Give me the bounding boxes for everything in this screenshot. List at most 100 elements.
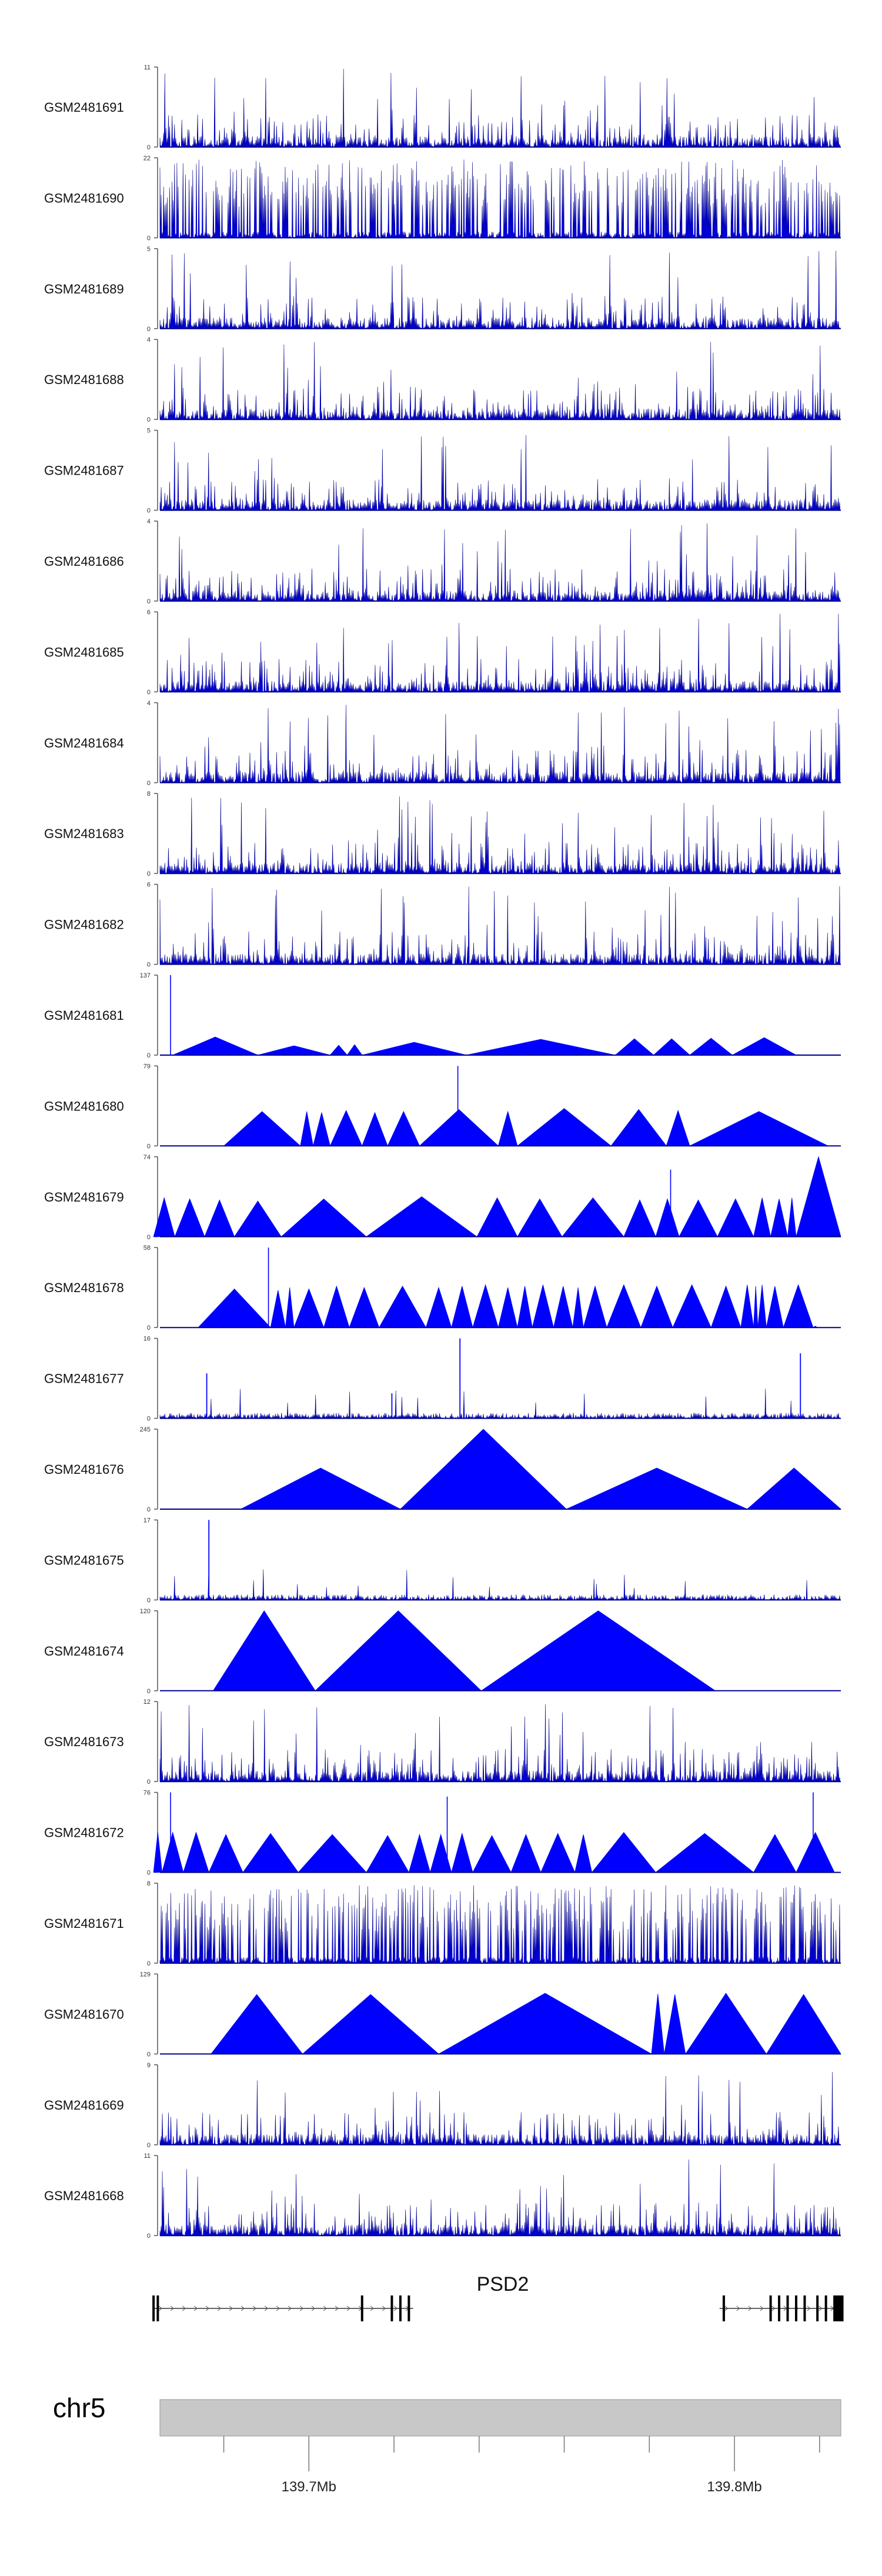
peak-6: [298, 1834, 367, 1873]
peak-3: [480, 1610, 716, 1691]
y-tick-label-min: 0: [147, 1143, 151, 1150]
peak-4: [651, 1994, 665, 2054]
transcript-1: [152, 2295, 413, 2321]
track-gsm2481673: GSM2481673 12 0: [44, 1699, 841, 1786]
track-gsm2481670: GSM2481670 129 0: [44, 1971, 841, 2058]
exon-2: [156, 2295, 159, 2321]
signal-area: [159, 886, 841, 965]
exon-3: [360, 2295, 363, 2321]
track-gsm2481676: GSM2481676 245 0: [44, 1426, 842, 1513]
y-tick-label-min: 0: [147, 1506, 151, 1513]
strand-arrow: [240, 2305, 245, 2311]
peak-2: [174, 1198, 205, 1237]
y-tick-label-min: 0: [147, 689, 151, 696]
peak-13: [717, 1198, 754, 1237]
peak-11: [655, 1198, 680, 1237]
peak-21: [740, 1284, 754, 1328]
y-tick-label-max: 11: [144, 2153, 151, 2160]
peak-3: [204, 1199, 235, 1237]
peak-6: [365, 1196, 478, 1237]
track-gsm2481689: GSM2481689 5 0: [44, 246, 841, 333]
strand-arrow: [771, 2305, 776, 2311]
peak-6: [349, 1287, 380, 1328]
peak-12: [517, 1286, 533, 1328]
exon-3: [778, 2295, 781, 2321]
peak-7: [366, 1835, 410, 1873]
peak-13: [532, 1284, 554, 1328]
chromosome-label: chr5: [53, 2393, 105, 2423]
peak-14: [553, 1286, 573, 1328]
strand-arrow: [158, 2305, 162, 2311]
track-label: GSM2481681: [44, 1008, 124, 1023]
exon-7: [816, 2295, 819, 2321]
track-label: GSM2481670: [44, 2007, 124, 2021]
peak-10: [472, 1284, 499, 1328]
track-gsm2481690: GSM2481690 22 0: [44, 155, 841, 242]
strand-arrow: [276, 2305, 280, 2311]
peak-4: [346, 1044, 363, 1056]
peak-9: [430, 1833, 452, 1873]
signal-area: [159, 435, 841, 511]
y-tick-label-min: 0: [147, 598, 151, 605]
peak-15: [572, 1287, 584, 1328]
peak-17: [753, 1834, 797, 1873]
peak-15: [770, 1199, 789, 1237]
track-label: GSM2481677: [44, 1372, 124, 1386]
track-label: GSM2481683: [44, 826, 124, 841]
peak-12: [679, 1199, 718, 1237]
signal-area: [159, 342, 841, 421]
track-gsm2481678: GSM2481678 58 0: [44, 1244, 841, 1332]
peak-1: [153, 1832, 163, 1873]
strand-arrow: [748, 2305, 752, 2311]
y-tick-label-min: 0: [147, 1778, 151, 1786]
peak-7: [379, 1286, 427, 1328]
peak-15: [591, 1831, 656, 1873]
peak-2: [399, 1429, 567, 1510]
signal-area: [159, 2071, 841, 2145]
y-tick-label-min: 0: [147, 416, 151, 423]
strand-arrow: [193, 2305, 198, 2311]
peak-17: [606, 1284, 642, 1328]
peak-4: [233, 1200, 282, 1237]
y-tick-label-min: 0: [147, 1688, 151, 1695]
peak-4: [208, 1834, 243, 1873]
y-tick-label-max: 4: [147, 700, 151, 707]
strand-arrow: [205, 2305, 209, 2311]
peak-5: [280, 1198, 368, 1237]
peak-2: [270, 1290, 286, 1328]
peak-4: [329, 1110, 363, 1146]
y-tick-label-min: 0: [147, 1416, 151, 1423]
gene-track: PSD2: [152, 2273, 844, 2321]
peak-9: [562, 1197, 624, 1237]
peak-9: [689, 1037, 733, 1056]
y-tick-label-min: 0: [147, 962, 151, 969]
track-gsm2481677: GSM2481677 16 0: [44, 1336, 841, 1423]
strand-arrow: [807, 2305, 811, 2311]
peak-1: [211, 1994, 303, 2054]
strand-arrow: [370, 2305, 374, 2311]
y-tick-label-max: 245: [140, 1426, 151, 1433]
peak-5: [323, 1285, 350, 1328]
strand-arrow: [288, 2305, 292, 2311]
track-label: GSM2481680: [44, 1099, 124, 1113]
strand-arrow: [217, 2305, 221, 2311]
peak-2: [258, 1045, 330, 1056]
chromosome-ideogram: chr5 139.7Mb 139.8Mb: [53, 2393, 841, 2495]
strand-arrow: [724, 2305, 729, 2311]
track-label: GSM2481675: [44, 1553, 124, 1567]
strand-arrow: [252, 2305, 256, 2311]
signal-area: [159, 1569, 841, 1601]
y-tick-label-max: 5: [147, 246, 151, 253]
peak-8: [497, 1110, 518, 1146]
strand-arrow: [393, 2305, 397, 2311]
strand-arrow: [346, 2305, 350, 2311]
peak-5: [362, 1042, 467, 1056]
peak-2: [302, 1994, 440, 2054]
gene-label-psd2: PSD2: [477, 2273, 529, 2295]
peak-10: [732, 1037, 797, 1056]
peak-7: [614, 1038, 654, 1056]
strand-arrow: [335, 2305, 339, 2311]
strand-arrow: [299, 2305, 303, 2311]
track-gsm2481671: GSM2481671 8 0: [44, 1880, 841, 1967]
